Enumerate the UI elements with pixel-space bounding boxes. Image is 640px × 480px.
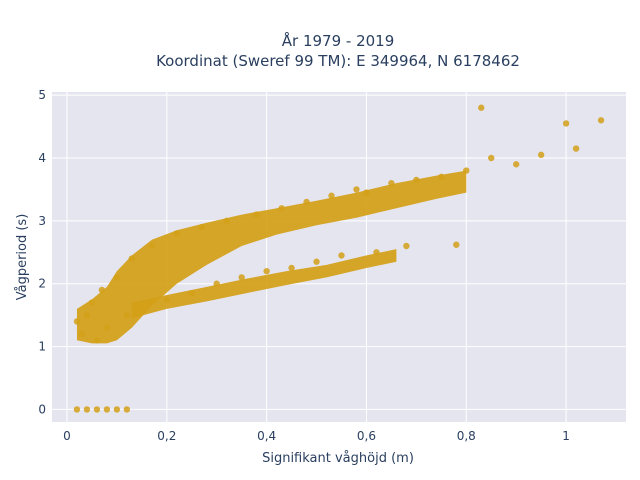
- data-point: [303, 198, 310, 206]
- data-point: [512, 161, 520, 168]
- data-point: [98, 286, 106, 294]
- data-point: [413, 176, 420, 184]
- data-point: [488, 154, 495, 162]
- data-points: [73, 104, 605, 413]
- data-point: [188, 289, 195, 297]
- data-point: [403, 242, 410, 250]
- y-axis-ticks: 0 1 2 3 4 5: [38, 88, 46, 416]
- data-point: [73, 406, 81, 413]
- data-point: [213, 280, 220, 287]
- x-tick-label: 0,4: [257, 429, 276, 443]
- data-point: [438, 173, 445, 181]
- data-point: [93, 337, 101, 344]
- data-point: [353, 186, 360, 193]
- data-point: [597, 117, 605, 124]
- data-point: [278, 205, 285, 212]
- point-cloud: [76, 170, 467, 344]
- data-point: [363, 189, 370, 196]
- data-point: [173, 230, 180, 237]
- data-point: [148, 242, 156, 250]
- x-tick-label: 1: [562, 429, 570, 443]
- x-tick-label: 0,8: [457, 429, 476, 443]
- data-point: [113, 274, 121, 281]
- y-tick-label: 0: [38, 402, 46, 416]
- data-point: [123, 311, 131, 319]
- data-point: [453, 241, 460, 248]
- data-point: [163, 296, 170, 303]
- data-point: [537, 151, 545, 159]
- data-point: [113, 406, 121, 413]
- x-tick-label: 0: [63, 429, 71, 443]
- chart-title: År 1979 - 2019: [282, 31, 395, 50]
- y-tick-label: 5: [38, 88, 46, 102]
- data-point: [83, 406, 91, 413]
- data-point: [313, 258, 320, 265]
- y-axis-title: Vågperiod (s): [15, 214, 30, 301]
- x-axis-title: Signifikant våghöjd (m): [262, 451, 414, 466]
- data-point: [373, 249, 380, 256]
- y-tick-label: 3: [38, 214, 46, 228]
- data-point: [263, 267, 270, 275]
- data-point: [572, 145, 580, 152]
- lower-branch-cloud: [131, 249, 397, 319]
- x-tick-label: 0,6: [357, 429, 376, 443]
- data-point: [463, 167, 470, 174]
- data-point: [83, 311, 91, 319]
- data-point: [73, 318, 81, 325]
- data-point: [328, 192, 335, 199]
- x-tick-label: 0,2: [157, 429, 176, 443]
- data-point: [288, 264, 295, 272]
- y-tick-label: 1: [38, 340, 46, 354]
- data-point: [103, 406, 111, 413]
- data-point: [138, 305, 146, 313]
- y-tick-label: 2: [38, 277, 46, 291]
- data-point: [103, 324, 111, 331]
- data-point: [78, 330, 86, 338]
- data-point: [88, 299, 96, 306]
- x-axis-ticks: 0 0,2 0,4 0,6 0,8 1: [63, 429, 570, 443]
- data-point: [562, 120, 570, 127]
- data-point: [128, 255, 136, 262]
- data-point: [338, 252, 345, 259]
- data-point: [253, 211, 260, 218]
- data-point: [123, 406, 131, 413]
- data-point: [478, 104, 485, 111]
- data-point: [198, 223, 205, 231]
- y-tick-label: 4: [38, 151, 46, 165]
- upper-branch-cloud: [76, 170, 467, 344]
- data-point: [223, 217, 230, 225]
- data-point: [388, 179, 395, 187]
- data-point: [238, 274, 245, 281]
- chart-subtitle: Koordinat (Sweref 99 TM): E 349964, N 61…: [156, 52, 520, 70]
- data-point: [93, 406, 101, 413]
